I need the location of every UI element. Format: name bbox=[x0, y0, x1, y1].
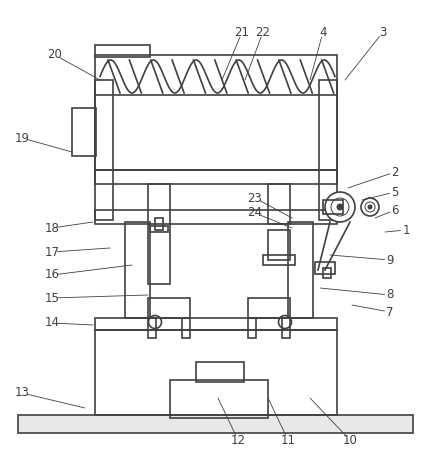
Circle shape bbox=[361, 198, 379, 216]
Bar bbox=[196, 362, 244, 382]
Text: 2: 2 bbox=[391, 166, 399, 179]
Text: 10: 10 bbox=[343, 433, 357, 447]
Bar bbox=[95, 45, 150, 57]
Bar bbox=[18, 415, 413, 433]
Bar bbox=[95, 80, 113, 220]
Text: 8: 8 bbox=[386, 289, 394, 302]
Text: 18: 18 bbox=[45, 222, 59, 235]
Bar bbox=[263, 255, 295, 265]
Text: 23: 23 bbox=[248, 191, 262, 205]
Bar bbox=[95, 210, 337, 224]
Text: 17: 17 bbox=[44, 246, 59, 258]
Bar bbox=[248, 318, 256, 338]
Circle shape bbox=[331, 198, 349, 216]
Bar bbox=[248, 298, 290, 318]
Bar bbox=[182, 318, 190, 338]
Text: 21: 21 bbox=[234, 26, 249, 39]
Bar bbox=[319, 80, 337, 220]
Text: 9: 9 bbox=[386, 253, 394, 267]
Bar bbox=[95, 318, 337, 330]
Text: 22: 22 bbox=[255, 26, 270, 39]
Text: 4: 4 bbox=[319, 26, 327, 39]
Bar bbox=[72, 108, 96, 156]
Text: 20: 20 bbox=[48, 49, 62, 62]
Circle shape bbox=[365, 202, 375, 212]
Text: 3: 3 bbox=[379, 26, 387, 39]
Bar bbox=[288, 222, 313, 318]
Bar bbox=[125, 222, 150, 318]
Circle shape bbox=[325, 192, 355, 222]
Bar bbox=[282, 318, 290, 338]
Text: 13: 13 bbox=[15, 386, 29, 399]
Text: 15: 15 bbox=[45, 291, 59, 304]
Bar bbox=[95, 55, 337, 170]
Bar bbox=[268, 184, 290, 224]
Bar bbox=[315, 262, 335, 274]
Bar bbox=[148, 298, 190, 318]
Bar bbox=[323, 268, 331, 278]
Circle shape bbox=[279, 315, 292, 329]
Bar bbox=[268, 230, 290, 260]
Text: 14: 14 bbox=[44, 317, 59, 330]
Text: 1: 1 bbox=[402, 224, 410, 236]
Bar bbox=[95, 330, 337, 415]
Bar bbox=[148, 184, 170, 284]
Circle shape bbox=[368, 205, 372, 209]
Circle shape bbox=[337, 204, 343, 210]
Bar bbox=[323, 200, 343, 214]
Circle shape bbox=[148, 315, 162, 329]
Bar bbox=[150, 226, 168, 232]
Bar bbox=[148, 318, 156, 338]
Bar bbox=[155, 218, 163, 230]
Bar bbox=[95, 170, 337, 184]
Text: 6: 6 bbox=[391, 203, 399, 217]
Bar bbox=[170, 380, 268, 418]
Text: 19: 19 bbox=[15, 131, 30, 145]
Text: 11: 11 bbox=[280, 433, 295, 447]
Text: 7: 7 bbox=[386, 306, 394, 319]
Text: 12: 12 bbox=[230, 433, 246, 447]
Text: 24: 24 bbox=[248, 207, 262, 219]
Text: 16: 16 bbox=[44, 269, 59, 281]
Text: 5: 5 bbox=[391, 185, 399, 198]
